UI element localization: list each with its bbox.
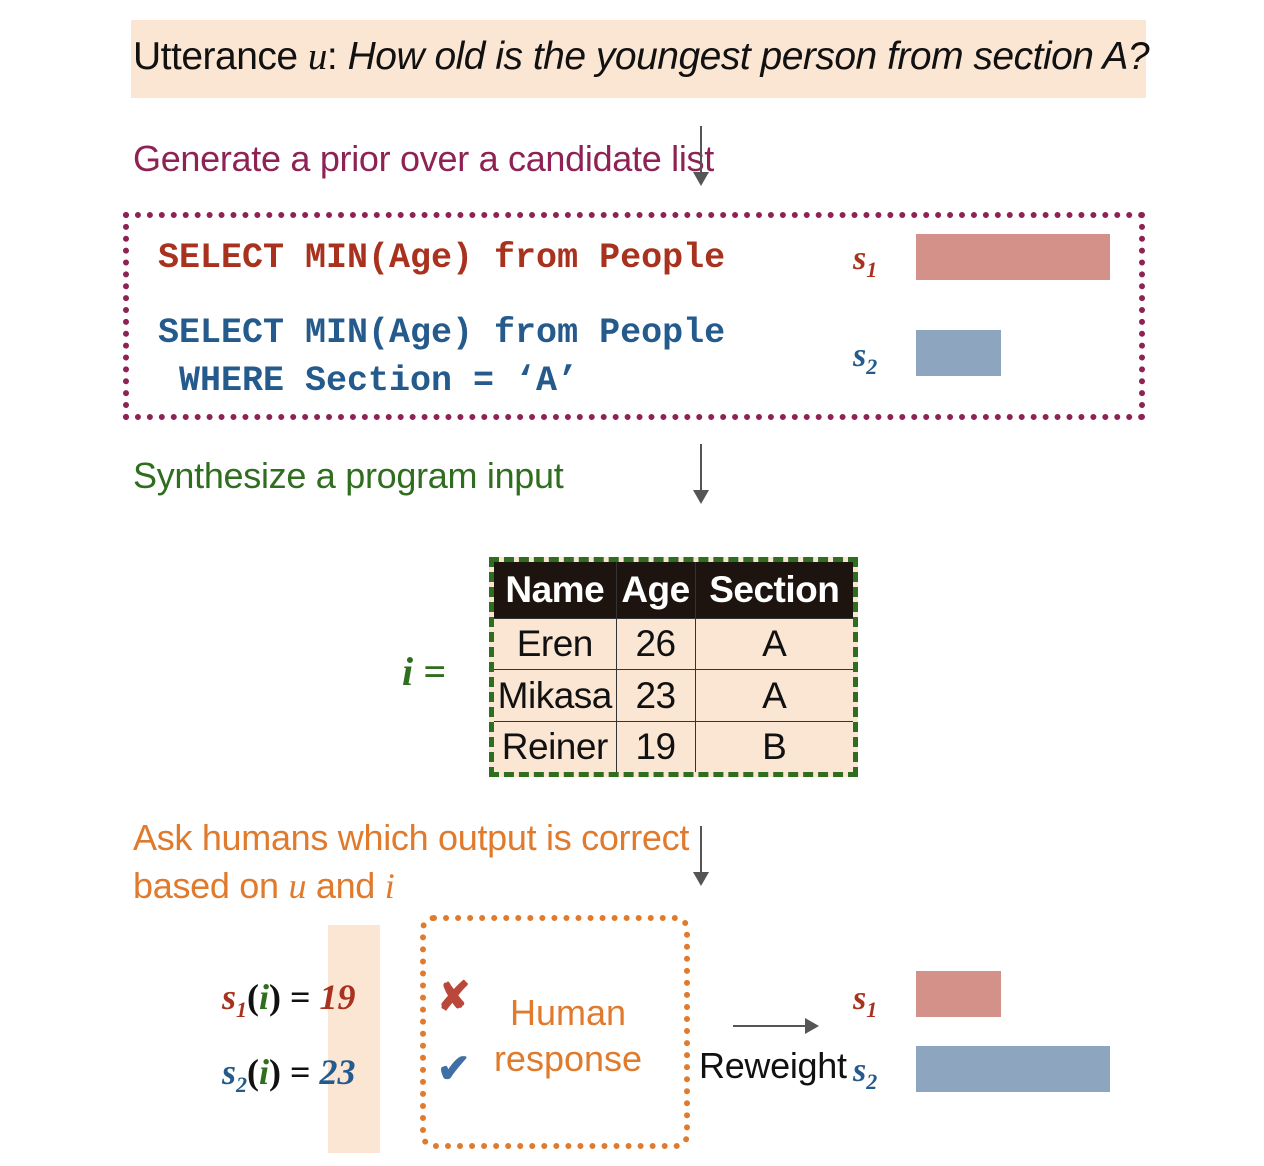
column-header: Name xyxy=(494,562,617,619)
table-row: Mikasa 23 A xyxy=(494,669,853,722)
table-cell: Mikasa xyxy=(494,669,617,722)
arrow-down-icon xyxy=(693,444,709,504)
human-response-line2: response xyxy=(493,1038,643,1079)
column-header: Age xyxy=(615,562,696,619)
check-mark-icon: ✔ xyxy=(437,1047,471,1091)
candidate-1-sql: SELECT MIN(Age) from People xyxy=(158,238,726,278)
table-cell: 23 xyxy=(615,669,696,722)
output-highlight xyxy=(328,925,380,1153)
output-1-equation: s1(i) = 19 xyxy=(222,977,356,1023)
table-cell: Reiner xyxy=(494,720,617,772)
arrow-right-icon xyxy=(733,1018,819,1034)
posterior-score-1-label: s1 xyxy=(853,980,878,1022)
program-input-table: Name Age Section Eren 26 A Mikasa 23 A R… xyxy=(489,557,858,777)
prior-score-2-label: s2 xyxy=(853,337,878,379)
candidate-list-box xyxy=(123,212,1145,420)
arrow-down-icon xyxy=(693,126,709,186)
step-synthesize-input: Synthesize a program input xyxy=(133,455,564,496)
prior-bar-1 xyxy=(916,234,1110,280)
utterance-banner xyxy=(131,20,1146,98)
column-header: Section xyxy=(694,562,853,619)
posterior-score-2-label: s2 xyxy=(853,1052,878,1094)
cross-mark-icon: ✘ xyxy=(437,975,471,1019)
prior-bar-2 xyxy=(916,330,1001,376)
output-2-equation: s2(i) = 23 xyxy=(222,1052,356,1098)
step-generate-prior: Generate a prior over a candidate list xyxy=(133,138,714,179)
step-ask-humans: Ask humans which output is correct based… xyxy=(133,814,689,910)
step-ask-line1: Ask humans which output is correct xyxy=(133,817,690,858)
table-cell: 19 xyxy=(615,720,696,772)
candidate-2-sql-line1: SELECT MIN(Age) from People xyxy=(158,313,726,353)
table-row: Eren 26 A xyxy=(494,617,853,670)
table-cell: A xyxy=(694,669,853,722)
arrow-down-icon xyxy=(693,826,709,886)
program-input-label: i = xyxy=(402,649,446,694)
posterior-bar-1 xyxy=(916,971,1001,1017)
human-response-label: Human response xyxy=(486,990,650,1082)
table-cell: 26 xyxy=(615,617,696,670)
posterior-bar-2 xyxy=(916,1046,1110,1092)
reweight-label: Reweight xyxy=(699,1045,847,1086)
table-row: Reiner 19 B xyxy=(494,720,853,772)
table-cell: B xyxy=(694,720,853,772)
step-ask-line2: based on u and i xyxy=(133,865,395,906)
prior-score-1-label: s1 xyxy=(853,240,878,282)
table-header-row: Name Age Section xyxy=(494,562,853,619)
table-cell: A xyxy=(694,617,853,670)
utterance-text: Utterance u: How old is the youngest per… xyxy=(133,35,1150,78)
human-response-box xyxy=(420,915,690,1149)
table-cell: Eren xyxy=(494,617,617,670)
candidate-2-sql-line2: WHERE Section = ‘A’ xyxy=(158,361,579,401)
human-response-line1: Human xyxy=(509,992,627,1033)
